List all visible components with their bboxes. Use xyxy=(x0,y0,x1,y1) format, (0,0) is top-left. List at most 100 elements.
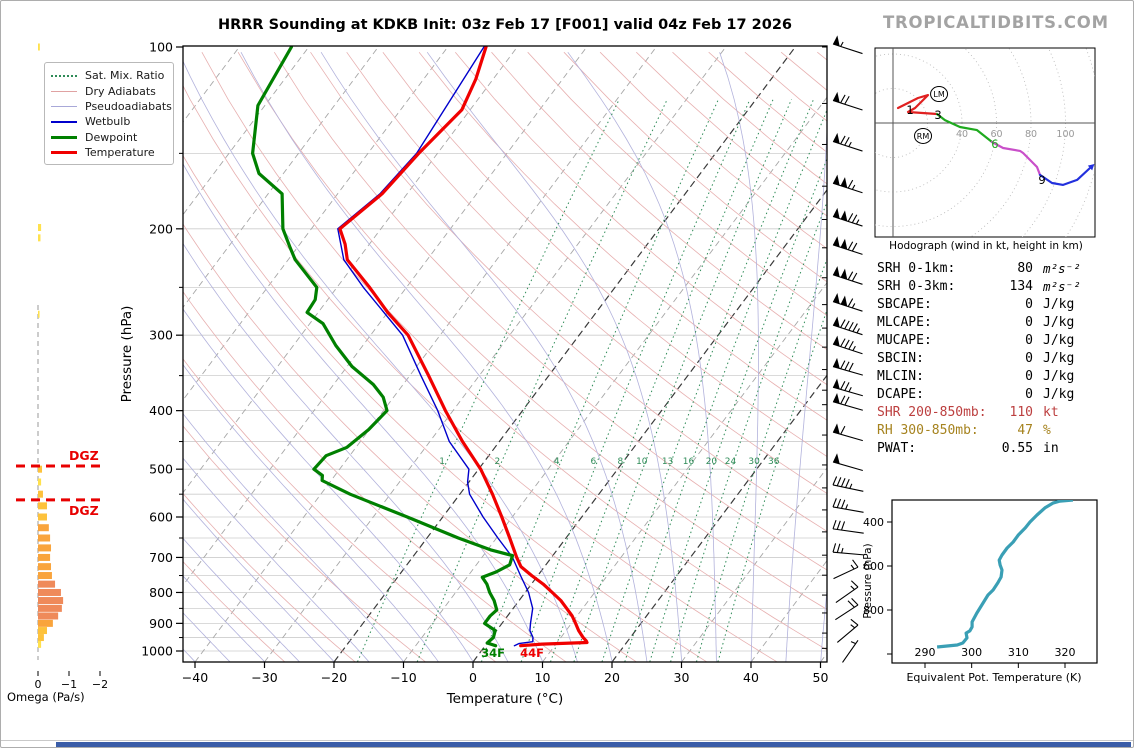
pressure-tick-label: 900 xyxy=(149,616,173,631)
index-name: PWAT: xyxy=(877,441,917,456)
hodograph-panel: 40 60 80 100 1 3 6 9 LM RM xyxy=(874,47,1096,238)
storm-motion-label: RM xyxy=(917,132,930,141)
legend-line-sample xyxy=(51,90,77,92)
surface-temperature-label: 44F xyxy=(520,646,544,660)
skewt-background: 1 2 4 6 8 10 13 16 20 24 30 36 xyxy=(183,46,827,662)
mixing-ratio-label: 2 xyxy=(495,457,501,467)
hodo-trace-9+ xyxy=(1038,166,1092,186)
legend-item: Pseudoadiabats xyxy=(51,99,172,114)
index-value: 0 xyxy=(1025,297,1033,312)
mixing-ratio-label: 24 xyxy=(725,457,737,467)
omega-bar xyxy=(38,534,51,542)
dgz-label-lower: DGZ xyxy=(69,503,99,518)
index-row: SRH 0-1km: 80 m²s⁻² xyxy=(877,261,1095,279)
omega-bar xyxy=(38,43,40,51)
legend-item: Sat. Mix. Ratio xyxy=(51,68,167,83)
index-name: MLCIN: xyxy=(877,369,924,384)
thetae-x-tick: 320 xyxy=(1055,646,1076,659)
omega-bar xyxy=(38,563,52,571)
index-value: 0.55 xyxy=(1001,441,1033,456)
temperature-tick-label: 20 xyxy=(604,670,620,685)
omega-bar xyxy=(38,478,42,486)
pressure-tick-label: 500 xyxy=(149,462,173,477)
index-row: SBCAPE: 0 J/kg xyxy=(877,297,1095,315)
thetae-pressure-label: Pressure (hPa) xyxy=(862,543,874,619)
index-name: DCAPE: xyxy=(877,387,924,402)
watermark: TROPICALTIDBITS.COM xyxy=(883,13,1109,32)
index-row: MUCAPE: 0 J/kg xyxy=(877,333,1095,351)
index-name: RH 300-850mb: xyxy=(877,423,979,438)
index-unit: J/kg xyxy=(1043,297,1075,312)
legend-item-label: Temperature xyxy=(85,146,155,160)
omega-bar xyxy=(38,597,64,605)
footer-divider xyxy=(1,740,1133,741)
legend-item: Dry Adiabats xyxy=(51,83,167,98)
pressure-tick-label: 100 xyxy=(149,40,173,55)
hodo-trace-0-1 xyxy=(896,93,939,116)
thetae-panel: 290 300 310 320 400 600 800 xyxy=(863,499,1098,668)
omega-bar xyxy=(38,634,44,642)
omega-bar xyxy=(38,619,53,627)
temperature-tick-label: −30 xyxy=(251,670,277,685)
footer-bar xyxy=(56,742,1131,748)
index-name: SRH 0-3km: xyxy=(877,279,956,294)
omega-tick-label: −2 xyxy=(92,678,108,691)
omega-bar xyxy=(38,640,42,648)
legend-line-sample xyxy=(51,105,77,107)
omega-panel: 0 −1 −2 xyxy=(16,43,108,691)
legend-line-sample xyxy=(51,135,77,139)
index-row: PWAT: 0.55 in xyxy=(877,441,1095,459)
hodo-ring-label: 40 xyxy=(956,129,968,140)
index-name: SHR 200-850mb: xyxy=(877,405,987,420)
pressure-tick-label: 300 xyxy=(149,328,173,343)
index-value: 0 xyxy=(1025,315,1033,330)
thetae-p-tick: 800 xyxy=(863,604,884,617)
omega-bar xyxy=(38,544,52,552)
index-unit: J/kg xyxy=(1043,387,1075,402)
hodo-ring-label: 100 xyxy=(1056,129,1074,140)
index-value: 0 xyxy=(1025,333,1033,348)
index-row: SRH 0-3km: 134 m²s⁻² xyxy=(877,279,1095,297)
index-unit: in xyxy=(1043,441,1059,456)
index-value: 0 xyxy=(1025,351,1033,366)
index-unit: J/kg xyxy=(1043,369,1075,384)
mixing-ratio-label: 8 xyxy=(617,457,623,467)
hodograph-caption: Hodograph (wind in kt, height in km) xyxy=(889,240,1083,252)
temperature-tick-label: −10 xyxy=(390,670,416,685)
omega-bar xyxy=(38,553,51,561)
index-unit: m²s⁻² xyxy=(1043,279,1081,294)
omega-bar xyxy=(38,612,59,620)
index-value: 47 xyxy=(1017,423,1033,438)
index-value: 134 xyxy=(1009,279,1033,294)
indices-panel: SRH 0-1km: 80 m²s⁻² SRH 0-3km: 134 m²s⁻² SBCAP… xyxy=(877,261,1095,459)
legend-line-sample xyxy=(51,74,77,77)
index-unit: J/kg xyxy=(1043,315,1075,330)
hodo-ring-label: 60 xyxy=(990,129,1002,140)
hodo-height-label: 6 xyxy=(991,137,998,151)
dewpoint-curve xyxy=(251,46,515,648)
index-row: SBCIN: 0 J/kg xyxy=(877,351,1095,369)
thetae-x-tick: 310 xyxy=(1008,646,1029,659)
thetae-p-tick: 400 xyxy=(863,516,884,529)
temperature-tick-label: 10 xyxy=(535,670,551,685)
index-unit: kt xyxy=(1043,405,1059,420)
pressure-tick-label: 700 xyxy=(149,550,173,565)
hodo-height-label: 9 xyxy=(1038,173,1045,187)
legend-item-label: Dry Adiabats xyxy=(85,84,156,98)
legend: Sat. Mix. Ratio Dry Adiabats Pseudoadiabat… xyxy=(44,62,174,166)
mixing-ratio-label: 16 xyxy=(683,457,695,467)
storm-motion-label: LM xyxy=(933,90,944,99)
hodo-ring-label: 80 xyxy=(1025,129,1037,140)
legend-item: Wetbulb xyxy=(51,114,167,129)
index-unit: J/kg xyxy=(1043,333,1075,348)
index-row: MLCAPE: 0 J/kg xyxy=(877,315,1095,333)
pressure-tick-label: 1000 xyxy=(141,644,173,659)
hodo-trace-6-9 xyxy=(990,140,1042,176)
mixing-ratio-label: 20 xyxy=(706,457,718,467)
thetae-axis-label: Equivalent Pot. Temperature (K) xyxy=(906,671,1082,684)
surface-dewpoint-label: 34F xyxy=(481,646,505,660)
legend-line-sample xyxy=(51,120,77,123)
index-row: MLCIN: 0 J/kg xyxy=(877,369,1095,387)
hodo-height-label: 1 xyxy=(906,103,913,117)
